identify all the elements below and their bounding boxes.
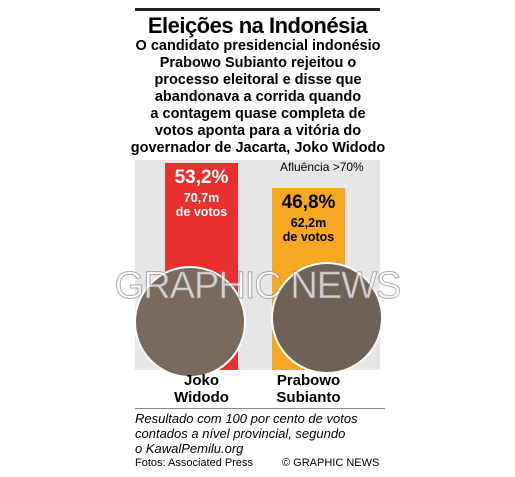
footnote: Resultado com 100 por cento de votos con… (135, 408, 385, 456)
value-label: 53,2% (174, 167, 229, 188)
source: Fotos: Associated Press (135, 457, 253, 469)
title: Eleições na Indonésia (135, 8, 380, 39)
photo-widodo (134, 266, 246, 378)
photo-prabowo (271, 262, 383, 374)
vote-label: 62,2m de votos (282, 215, 335, 244)
value-label: 46,8% (281, 191, 336, 213)
category-label: Prabowo Subianto (276, 372, 341, 406)
credit: © GRAPHIC NEWS (282, 457, 380, 469)
annotation: Afluência >70% (280, 160, 364, 174)
vote-label: 70,7m de votos (175, 191, 228, 219)
subtitle: O candidato presidencial indonésio Prabo… (130, 38, 386, 156)
watermark: GRAPHIC NEWS (114, 265, 402, 308)
category-label: Joko Widodo (174, 372, 229, 406)
